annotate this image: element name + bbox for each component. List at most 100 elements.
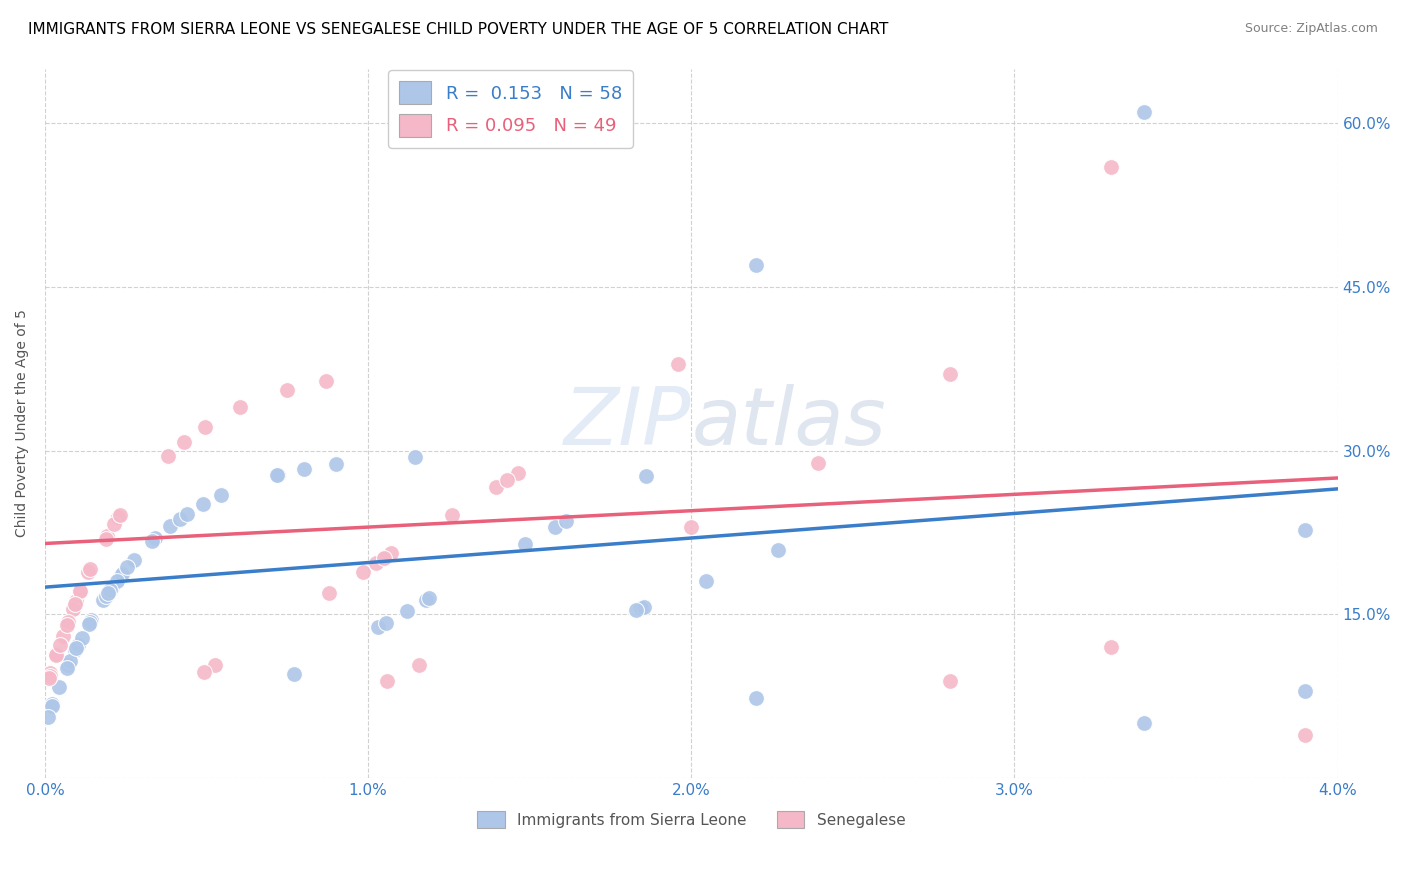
Point — [209, 488, 232, 502]
Text: Source: ZipAtlas.com: Source: ZipAtlas.com — [1244, 22, 1378, 36]
Point — [70, 631, 93, 645]
Point — [108, 508, 131, 522]
Point — [1099, 640, 1122, 655]
Point — [52, 629, 75, 643]
Point — [485, 480, 508, 494]
Point — [366, 556, 388, 570]
Point — [117, 560, 139, 574]
Point — [315, 374, 337, 388]
Point — [107, 510, 129, 524]
Point — [37, 710, 59, 724]
Point — [267, 468, 290, 483]
Point — [103, 516, 125, 531]
Point — [266, 468, 288, 483]
Point — [544, 520, 567, 534]
Point — [745, 691, 768, 706]
Text: ZIP: ZIP — [564, 384, 692, 462]
Point — [59, 654, 82, 668]
Point — [395, 604, 418, 618]
Point — [56, 615, 79, 629]
Point — [193, 665, 215, 680]
Point — [204, 657, 226, 672]
Point — [39, 666, 62, 681]
Point — [156, 449, 179, 463]
Point — [49, 638, 72, 652]
Point — [228, 401, 250, 415]
Point — [633, 600, 655, 615]
Point — [441, 508, 464, 522]
Point — [679, 520, 702, 534]
Point — [100, 582, 122, 597]
Point — [173, 434, 195, 449]
Point — [939, 368, 962, 382]
Point — [371, 551, 394, 566]
Point — [66, 638, 89, 652]
Point — [65, 643, 87, 657]
Point — [634, 469, 657, 483]
Point — [77, 616, 100, 631]
Point — [58, 658, 80, 673]
Point — [62, 602, 84, 616]
Point — [318, 586, 340, 600]
Point — [96, 529, 118, 543]
Point — [745, 258, 768, 272]
Point — [1132, 105, 1154, 120]
Point — [65, 593, 87, 607]
Point — [38, 671, 60, 685]
Point — [352, 565, 374, 579]
Point — [169, 512, 191, 526]
Point — [807, 456, 830, 470]
Point — [554, 514, 576, 528]
Point — [94, 532, 117, 546]
Point — [45, 648, 67, 662]
Point — [375, 674, 398, 689]
Point — [408, 658, 430, 673]
Point — [508, 466, 530, 480]
Point — [159, 519, 181, 533]
Point — [69, 584, 91, 599]
Point — [41, 697, 63, 711]
Point — [122, 552, 145, 566]
Point — [55, 618, 77, 632]
Point — [418, 591, 440, 606]
Point — [105, 574, 128, 588]
Point — [375, 615, 398, 630]
Point — [111, 566, 134, 581]
Point — [294, 462, 316, 476]
Point — [939, 673, 962, 688]
Point — [101, 580, 124, 594]
Point — [515, 537, 537, 551]
Point — [283, 667, 305, 681]
Point — [666, 357, 689, 371]
Point — [80, 613, 103, 627]
Point — [48, 680, 70, 694]
Point — [191, 497, 214, 511]
Point — [193, 419, 215, 434]
Point — [141, 534, 163, 549]
Point — [1099, 160, 1122, 174]
Point — [367, 620, 389, 634]
Point — [380, 546, 402, 560]
Point — [97, 586, 120, 600]
Point — [404, 450, 426, 464]
Point — [45, 647, 67, 661]
Text: atlas: atlas — [692, 384, 886, 462]
Point — [495, 474, 517, 488]
Point — [38, 668, 60, 682]
Point — [94, 589, 117, 603]
Point — [101, 580, 124, 594]
Point — [69, 583, 91, 598]
Point — [630, 601, 652, 615]
Point — [176, 507, 198, 521]
Point — [695, 574, 717, 588]
Point — [56, 661, 79, 675]
Point — [626, 603, 648, 617]
Legend: Immigrants from Sierra Leone, Senegalese: Immigrants from Sierra Leone, Senegalese — [471, 805, 911, 834]
Point — [373, 550, 395, 565]
Point — [1294, 727, 1316, 741]
Point — [65, 641, 87, 656]
Point — [766, 543, 789, 558]
Point — [79, 615, 101, 629]
Point — [91, 593, 114, 607]
Point — [77, 566, 100, 580]
